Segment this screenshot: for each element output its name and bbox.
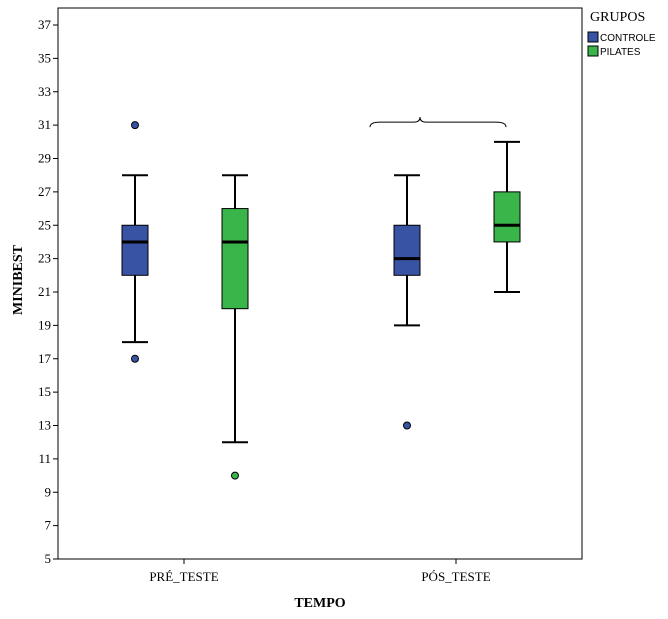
- legend-label-pilates: PILATES: [600, 47, 641, 58]
- y-tick-label: 5: [45, 551, 52, 566]
- legend: GRUPOS CONTROLE PILATES: [587, 10, 656, 58]
- plot-area: [57, 7, 583, 560]
- box-iqr: [221, 208, 249, 310]
- legend-swatch-controle: [587, 31, 599, 43]
- x-axis-title: TEMPO: [294, 596, 345, 611]
- box-pilates-0: [221, 174, 249, 480]
- x-tick-label: PRÉ_TESTE: [149, 569, 218, 584]
- outlier-point: [131, 121, 139, 130]
- y-tick-label: 7: [45, 518, 52, 533]
- box-controle-0: [121, 121, 149, 363]
- y-tick-label: 33: [38, 84, 51, 99]
- y-tick-label: 29: [38, 151, 51, 166]
- outlier-point: [231, 471, 239, 480]
- y-tick-label: 23: [38, 251, 51, 266]
- y-tick-label: 17: [38, 351, 52, 366]
- outlier-point: [403, 421, 411, 430]
- y-tick-label: 37: [38, 17, 52, 32]
- y-axis-title: MINIBEST: [11, 244, 26, 315]
- brace-annotation: [369, 117, 507, 128]
- box-iqr: [393, 224, 421, 276]
- y-tick-label: 35: [38, 50, 51, 65]
- y-tick-label: 25: [38, 217, 51, 232]
- y-tick-label: 9: [45, 484, 52, 499]
- y-tick-label: 13: [38, 418, 51, 433]
- outlier-point: [131, 354, 139, 363]
- box-controle-1: [393, 174, 421, 430]
- box-iqr: [493, 191, 521, 243]
- y-tick-label: 31: [38, 117, 51, 132]
- legend-title: GRUPOS: [590, 10, 645, 25]
- box-iqr: [121, 224, 149, 276]
- x-tick-label: PÓS_TESTE: [421, 569, 490, 584]
- y-tick-label: 11: [38, 451, 51, 466]
- y-tick-label: 19: [38, 317, 51, 332]
- legend-label-controle: CONTROLE: [600, 33, 656, 44]
- y-tick-label: 27: [38, 184, 52, 199]
- y-tick-label: 15: [38, 384, 51, 399]
- legend-swatch-pilates: [587, 45, 599, 57]
- y-tick-label: 21: [38, 284, 51, 299]
- box-pilates-1: [493, 140, 521, 293]
